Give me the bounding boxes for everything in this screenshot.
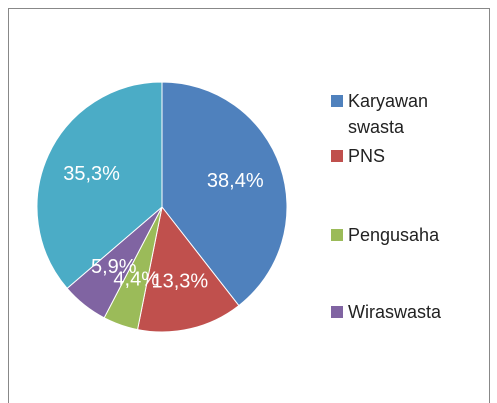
legend-swatch bbox=[331, 229, 343, 241]
pie-slice bbox=[36, 81, 163, 290]
data-label: 35,3% bbox=[63, 163, 120, 185]
data-label: 38,4% bbox=[207, 170, 264, 192]
legend-swatch bbox=[331, 306, 343, 318]
pie-slice bbox=[161, 81, 288, 307]
legend-label: Karyawan swasta bbox=[348, 91, 429, 137]
legend-label: Pengusaha bbox=[348, 225, 440, 245]
legend-item: Wiraswasta bbox=[331, 299, 471, 325]
data-label: 13,3% bbox=[151, 271, 208, 293]
legend-swatch bbox=[331, 150, 343, 162]
data-label: 4,4% bbox=[113, 268, 159, 290]
legend-swatch bbox=[331, 95, 343, 107]
chart-frame bbox=[8, 8, 490, 403]
legend-item: Pengusaha bbox=[331, 222, 471, 248]
legend-item: Karyawan swasta bbox=[331, 88, 471, 140]
data-label: 5,9% bbox=[91, 256, 137, 278]
pie-slice bbox=[136, 205, 240, 333]
legend-label: PNS bbox=[348, 146, 386, 166]
legend-item: PNS bbox=[331, 143, 471, 169]
legend-label: Wiraswasta bbox=[348, 302, 442, 322]
